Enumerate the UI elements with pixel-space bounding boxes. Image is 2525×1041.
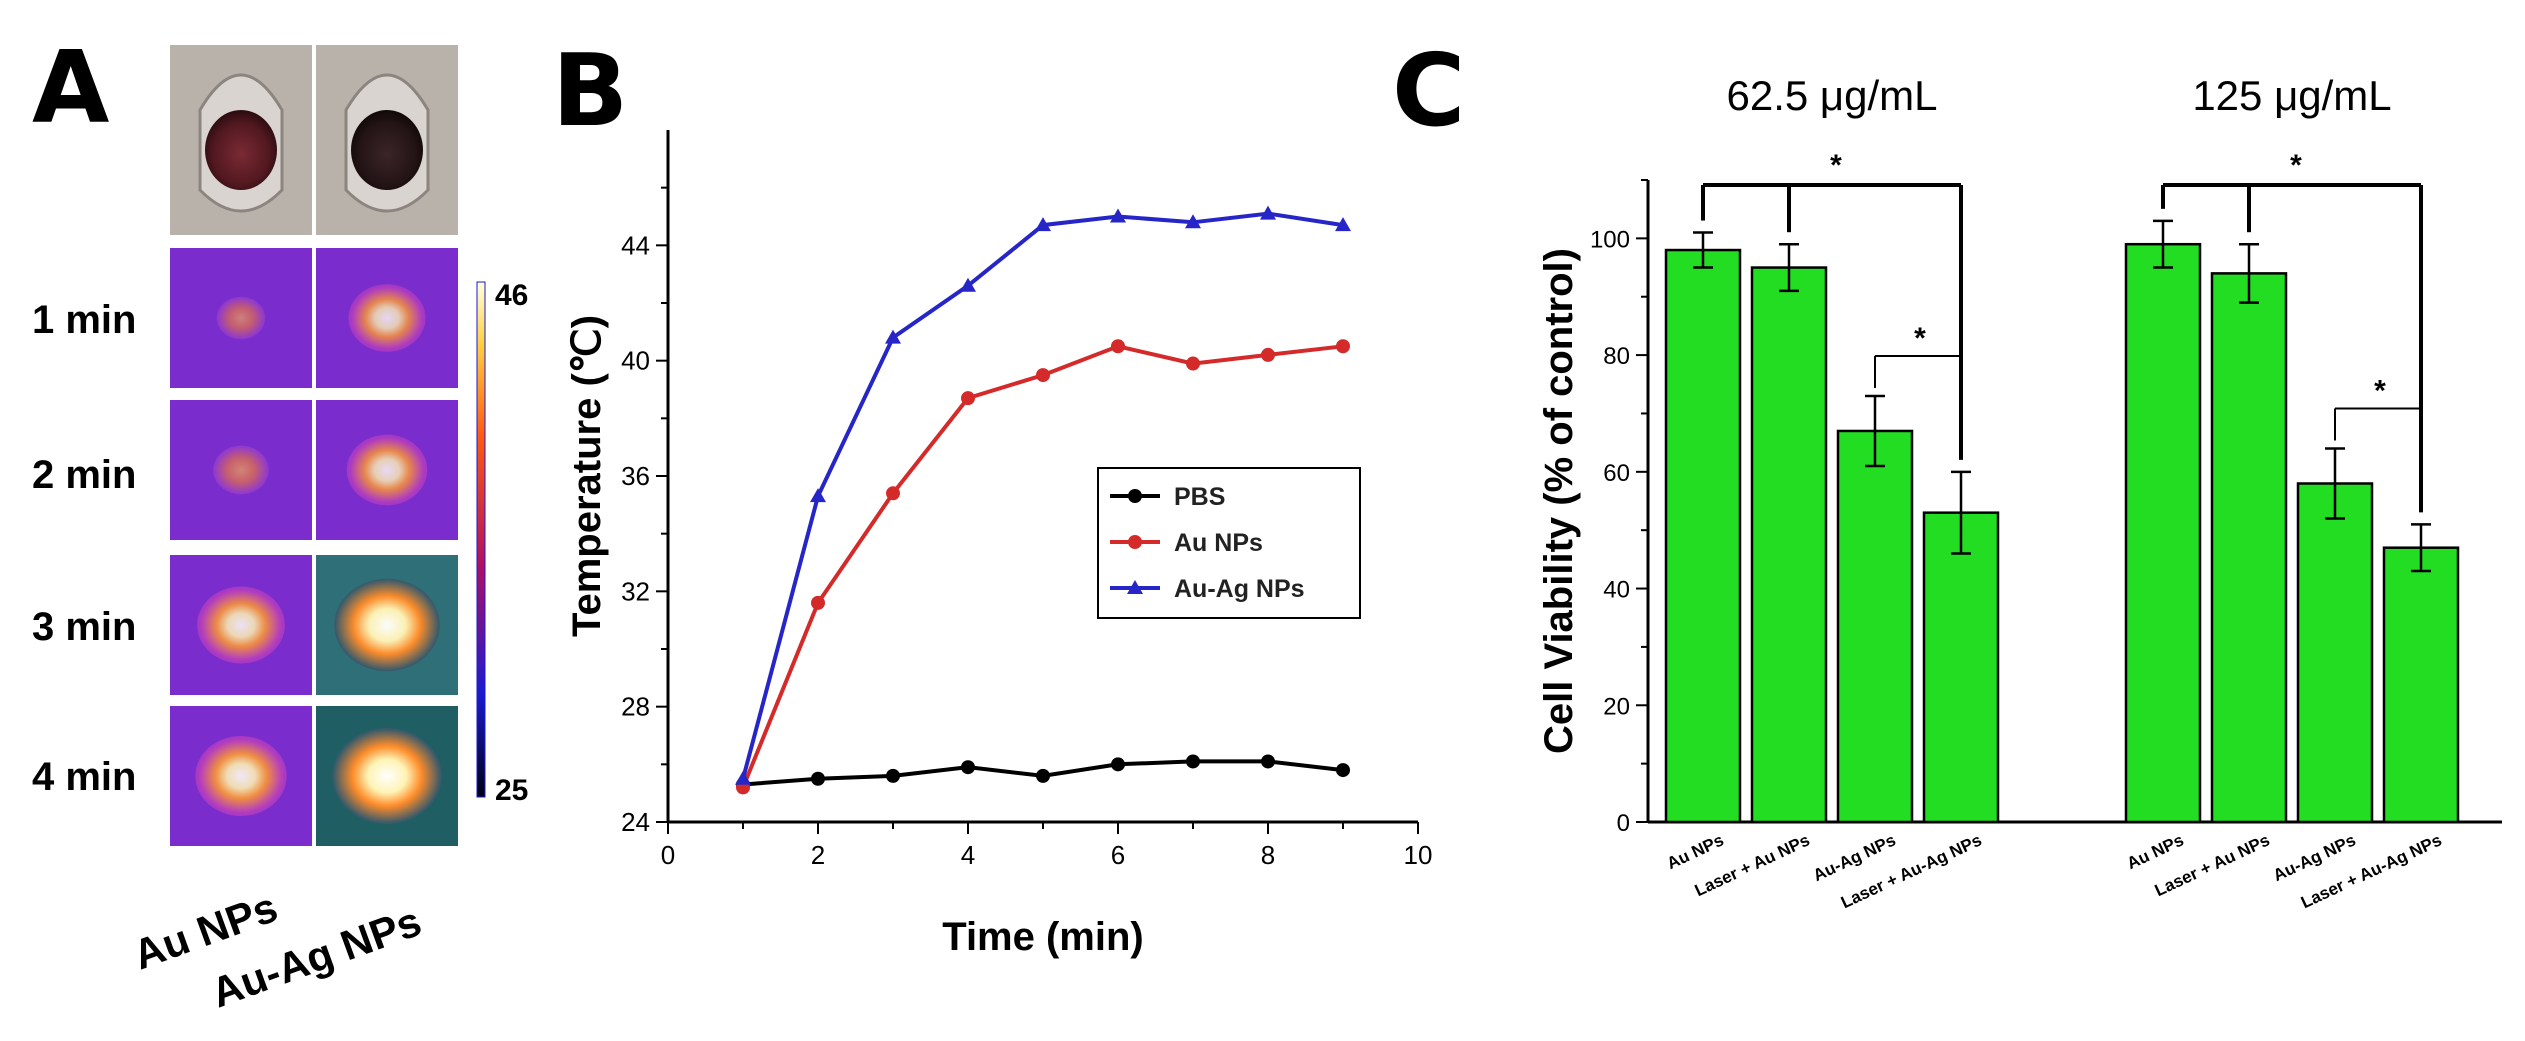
data-point: [1335, 217, 1351, 232]
data-point: [1111, 757, 1125, 772]
colorbar-min-label: 25: [495, 774, 528, 807]
significance-star: *: [1914, 322, 1926, 355]
y-axis-label: Cell Viability (% of control): [1537, 248, 1581, 754]
sample-dish-photographs: [170, 45, 458, 235]
y-tick-label: 20: [1603, 693, 1630, 720]
data-point: [810, 488, 826, 503]
panel-c-letter: C: [1392, 32, 1465, 149]
bar: [1750, 266, 1828, 824]
data-point: [961, 760, 975, 775]
bar: [1836, 429, 1914, 824]
colorbar: 46 25: [476, 279, 528, 807]
bar: [1664, 248, 1742, 824]
time-label-2: 2 min: [32, 453, 136, 497]
bar: [2210, 272, 2288, 824]
data-point: [885, 329, 901, 344]
thermal-hotspot-1-2: [348, 284, 426, 352]
y-tick-label: 44: [621, 230, 650, 260]
thermal-hotspot-1-1: [216, 296, 266, 340]
y-tick-label: 32: [621, 576, 650, 606]
thermal-hotspot-2-1: [213, 445, 269, 495]
x-tick-label: 2: [811, 840, 825, 870]
thermal-hotspot-3-1: [197, 586, 285, 664]
panel-c: C 0 20 40 60 80 100 Cell Viability (% of contr…: [1392, 32, 2502, 912]
group-title: 125 μg/mL: [2192, 72, 2391, 119]
data-point: [1036, 768, 1050, 783]
data-point: [1260, 205, 1276, 220]
data-point: [1111, 339, 1125, 354]
panel-a: A 1 min 2 min 3 min 4 min 46 25 Au NPs A…: [32, 29, 528, 1016]
data-point: [1035, 217, 1051, 232]
time-label-3: 3 min: [32, 605, 136, 649]
significance-star: *: [2374, 374, 2386, 407]
data-point: [1036, 368, 1050, 383]
y-tick-label: 24: [621, 807, 650, 837]
data-point: [1261, 754, 1275, 769]
y-tick-label: 80: [1603, 343, 1630, 370]
group-title: 62.5 μg/mL: [1727, 72, 1938, 119]
thermal-hotspot-2-2: [346, 434, 428, 506]
x-tick-label: 0: [661, 840, 675, 870]
category-label: Laser + Au-Ag NPs: [1838, 830, 1985, 912]
y-tick-label: 28: [621, 692, 650, 722]
data-point: [960, 277, 976, 292]
time-label-1: 1 min: [32, 298, 136, 342]
legend-marker: [1127, 580, 1143, 594]
bar-chart: 0 20 40 60 80 100 Cell Viability (% of control…: [1537, 72, 2502, 912]
bar: [1922, 511, 2000, 824]
data-point: [811, 771, 825, 786]
bar: [2382, 546, 2460, 824]
category-label: Au NPs: [2124, 830, 2187, 873]
data-point: [1110, 208, 1126, 223]
y-tick-label: 0: [1617, 810, 1630, 837]
x-tick-label: 10: [1404, 840, 1433, 870]
data-point: [886, 768, 900, 783]
legend-marker: [1128, 535, 1142, 549]
time-label-4: 4 min: [32, 755, 136, 799]
legend-label: PBS: [1174, 483, 1225, 511]
data-point: [961, 391, 975, 406]
thermal-hotspot-3-2: [334, 578, 440, 672]
data-point: [811, 595, 825, 610]
legend-marker: [1128, 489, 1142, 503]
category-label: Au NPs: [1664, 830, 1727, 873]
data-point: [1261, 347, 1275, 362]
y-tick-label: 60: [1603, 460, 1630, 487]
data-point: [1186, 356, 1200, 371]
panel-a-letter: A: [32, 29, 109, 146]
data-point: [886, 486, 900, 501]
thermal-image-grid: [170, 248, 458, 846]
category-label: Laser + Au-Ag NPs: [2298, 830, 2445, 912]
thermal-hotspot-4-1: [195, 735, 287, 817]
data-point: [1185, 214, 1201, 229]
panel-b-letter: B: [552, 32, 628, 149]
y-tick-label: 40: [621, 346, 650, 376]
y-tick-label: 100: [1590, 226, 1630, 253]
x-axis-label: Time (min): [942, 915, 1144, 959]
data-point: [1336, 763, 1350, 778]
x-tick-label: 8: [1261, 840, 1275, 870]
y-axis-label: Temperature (℃): [565, 315, 609, 637]
bar: [2296, 482, 2374, 824]
data-point: [735, 770, 751, 785]
bar: [2124, 242, 2202, 824]
y-tick-label: 40: [1603, 577, 1630, 604]
legend-label: Au-Ag NPs: [1174, 575, 1305, 603]
data-point: [1336, 339, 1350, 354]
thermal-hotspot-4-2: [332, 728, 442, 824]
data-point: [1186, 754, 1200, 769]
significance-star: *: [1830, 149, 1842, 182]
significance-star: *: [2290, 149, 2302, 182]
colorbar-max-label: 46: [495, 279, 528, 312]
x-tick-label: 6: [1111, 840, 1125, 870]
legend-label: Au NPs: [1174, 529, 1263, 557]
y-tick-label: 36: [621, 461, 650, 491]
x-tick-label: 4: [961, 840, 975, 870]
